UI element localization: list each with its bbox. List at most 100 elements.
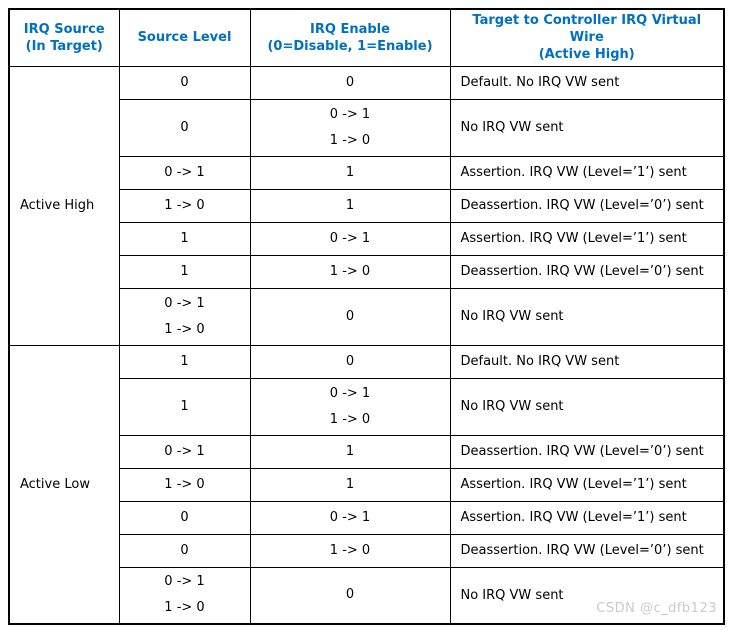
cell-source-level: 1 [118, 344, 251, 379]
cell-line: 1 [180, 353, 189, 369]
cell-source-level: 1 -> 0 [118, 188, 251, 223]
cell-line: 1 -> 0 [329, 132, 371, 148]
cell-line: 1 -> 0 [329, 411, 371, 427]
cell-line: 0 -> 1 [329, 509, 371, 525]
cell-source-level: 0 -> 1 [118, 434, 251, 469]
cell-result: Assertion. IRQ VW (Level=’1’) sent [449, 221, 725, 256]
table-row: 1 -> 0 1 Assertion. IRQ VW (Level=’1’) s… [9, 467, 725, 502]
column-header-line: IRQ Enable [310, 21, 390, 37]
cell-line: 0 -> 1 [164, 574, 205, 590]
column-header-line: Source Level [137, 30, 232, 46]
cell-line: 1 -> 0 [164, 600, 205, 616]
cell-line: 1 -> 0 [329, 542, 371, 558]
column-header-line: (Active High) [538, 47, 635, 63]
table-row: 0 0 -> 1 1 -> 0 No IRQ VW sent [9, 98, 725, 157]
cell-group-label-active-low: Active Low [8, 344, 120, 625]
cell-irq-enable: 0 [249, 566, 451, 625]
cell-result: Deassertion. IRQ VW (Level=’0’) sent [449, 254, 725, 289]
cell-result: Default. No IRQ VW sent [449, 65, 725, 100]
table-row: 1 0 -> 1 Assertion. IRQ VW (Level=’1’) s… [9, 221, 725, 256]
cell-source-level: 1 [118, 221, 251, 256]
cell-line: 1 [180, 263, 189, 279]
cell-irq-enable: 1 [249, 467, 451, 502]
cell-line: 0 [345, 587, 355, 603]
table-row: 1 1 -> 0 Deassertion. IRQ VW (Level=’0’)… [9, 254, 725, 289]
cell-line: 0 [180, 74, 189, 90]
cell-line: 1 [345, 197, 355, 213]
cell-line: 0 -> 1 [164, 164, 205, 180]
cell-line: 0 [180, 542, 189, 558]
cell-line: 1 [345, 476, 355, 492]
cell-result: Assertion. IRQ VW (Level=’1’) sent [449, 467, 725, 502]
cell-line: 1 -> 0 [164, 321, 205, 337]
column-header-line: IRQ Source [23, 21, 105, 37]
cell-result: Deassertion. IRQ VW (Level=’0’) sent [449, 533, 725, 568]
cell-line: 0 [180, 509, 189, 525]
cell-source-level: 1 [118, 254, 251, 289]
irq-vw-table: IRQ Source (In Target) Source Level IRQ … [8, 8, 725, 625]
column-header-irq-enable: IRQ Enable (0=Disable, 1=Enable) [249, 8, 451, 67]
cell-line: 0 -> 1 [329, 106, 371, 122]
cell-line: 0 [180, 119, 189, 135]
cell-group-label-active-high: Active High [8, 65, 120, 346]
column-header-line: (In Target) [25, 38, 103, 54]
cell-source-level: 0 [118, 98, 251, 157]
table-row: 0 -> 1 1 -> 0 0 No IRQ VW sent [9, 287, 725, 346]
cell-line: 0 [345, 353, 355, 369]
cell-source-level: 0 -> 1 [118, 155, 251, 190]
table-row: 0 -> 1 1 -> 0 0 No IRQ VW sent [9, 566, 725, 625]
cell-irq-enable: 1 -> 0 [249, 254, 451, 289]
column-header-irq-source: IRQ Source (In Target) [8, 8, 120, 67]
cell-line: 0 -> 1 [164, 295, 205, 311]
column-header-source-level: Source Level [118, 8, 251, 67]
cell-source-level: 0 [118, 500, 251, 535]
cell-irq-enable: 0 -> 1 1 -> 0 [249, 98, 451, 157]
cell-irq-enable: 1 [249, 188, 451, 223]
cell-irq-enable: 1 [249, 155, 451, 190]
cell-irq-enable: 1 -> 0 [249, 533, 451, 568]
irq-vw-table-container: IRQ Source (In Target) Source Level IRQ … [8, 8, 725, 625]
cell-result: Assertion. IRQ VW (Level=’1’) sent [449, 155, 725, 190]
table-row: 1 -> 0 1 Deassertion. IRQ VW (Level=’0’)… [9, 188, 725, 223]
cell-irq-enable: 0 [249, 65, 451, 100]
cell-irq-enable: 1 [249, 434, 451, 469]
cell-result: No IRQ VW sent [449, 287, 725, 346]
cell-line: 1 [345, 443, 355, 459]
cell-result: Deassertion. IRQ VW (Level=’0’) sent [449, 188, 725, 223]
cell-line: 1 -> 0 [164, 197, 205, 213]
table-row: Active High 0 0 Default. No IRQ VW sent [8, 65, 725, 346]
table-row: 0 1 -> 0 Deassertion. IRQ VW (Level=’0’)… [9, 533, 725, 568]
cell-result: No IRQ VW sent [449, 377, 725, 436]
cell-irq-enable: 0 [249, 287, 451, 346]
column-header-line: Target to Controller IRQ Virtual Wire [472, 13, 702, 46]
cell-line: 1 [345, 164, 355, 180]
column-header-line: (0=Disable, 1=Enable) [267, 38, 433, 54]
table-row: Active Low 1 0 Default. No IRQ VW sent [8, 344, 725, 625]
column-header-target-vw: Target to Controller IRQ Virtual Wire (A… [449, 8, 725, 67]
cell-source-level: 0 [118, 533, 251, 568]
cell-result: No IRQ VW sent [449, 566, 725, 625]
cell-source-level: 0 -> 1 1 -> 0 [118, 287, 251, 346]
cell-result: Assertion. IRQ VW (Level=’1’) sent [449, 500, 725, 535]
cell-irq-enable: 0 -> 1 [249, 221, 451, 256]
cell-result: Default. No IRQ VW sent [449, 344, 725, 379]
cell-source-level: 1 -> 0 [118, 467, 251, 502]
cell-line: 0 -> 1 [329, 230, 371, 246]
cell-irq-enable: 0 -> 1 1 -> 0 [249, 377, 451, 436]
cell-line: 0 [345, 74, 355, 90]
cell-line: 0 -> 1 [329, 385, 371, 401]
table-row: 0 0 -> 1 Assertion. IRQ VW (Level=’1’) s… [9, 500, 725, 535]
cell-line: 1 [180, 230, 189, 246]
cell-irq-enable: 0 [249, 344, 451, 379]
table-row: 0 -> 1 1 Deassertion. IRQ VW (Level=’0’)… [9, 434, 725, 469]
table-row: 1 0 -> 1 1 -> 0 No IRQ VW sent [9, 377, 725, 436]
cell-line: 0 [345, 308, 355, 324]
cell-source-level: 0 [118, 65, 251, 100]
header-row: IRQ Source (In Target) Source Level IRQ … [8, 8, 725, 67]
cell-line: 1 -> 0 [329, 263, 371, 279]
cell-line: 1 [180, 398, 189, 414]
cell-line: 1 -> 0 [164, 476, 205, 492]
cell-line: 0 -> 1 [164, 443, 205, 459]
cell-result: Deassertion. IRQ VW (Level=’0’) sent [449, 434, 725, 469]
cell-source-level: 0 -> 1 1 -> 0 [118, 566, 251, 625]
